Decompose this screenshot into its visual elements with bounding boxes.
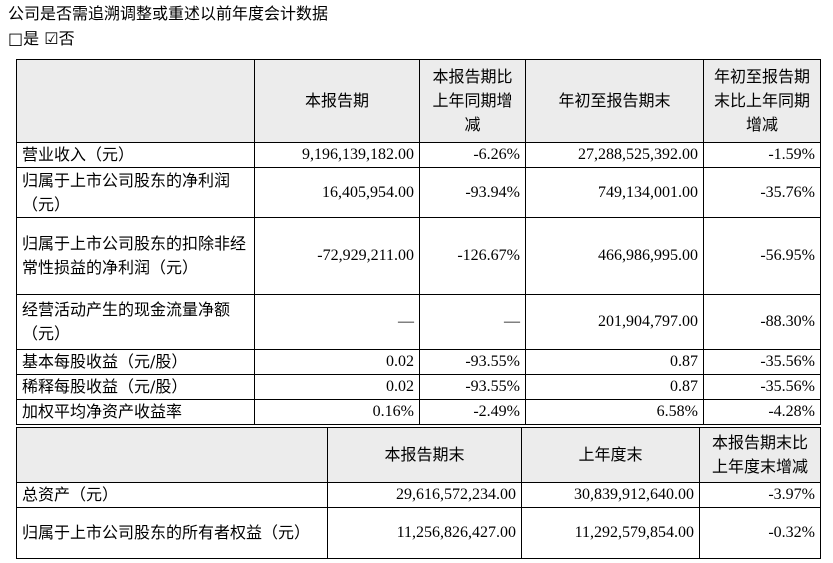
current-change: -93.55% — [419, 374, 526, 400]
current-change: -2.49% — [419, 399, 526, 425]
change-value: -0.32% — [699, 507, 821, 559]
current-value: 16,405,954.00 — [254, 167, 420, 218]
key-financials-table: 本报告期 本报告期比上年同期增减 年初至报告期末 年初至报告期末比上年同期增减 … — [16, 59, 821, 425]
row-label: 经营活动产生的现金流量净额（元） — [16, 294, 255, 350]
current-change: -126.67% — [419, 217, 526, 295]
ytd-value: 201,904,797.00 — [525, 294, 704, 350]
period-end-value: 29,616,572,234.00 — [327, 482, 522, 508]
current-value: — — [254, 294, 420, 350]
no-label: 否 — [58, 29, 75, 48]
current-value: 0.02 — [254, 349, 420, 375]
header-current-period: 本报告期 — [254, 59, 420, 143]
ytd-value: 749,134,001.00 — [525, 167, 704, 218]
table-row: 总资产（元） 29,616,572,234.00 30,839,912,640.… — [16, 482, 821, 508]
section-heading: 公司是否需追溯调整或重述以前年度会计数据 — [8, 4, 329, 23]
header-period-end: 本报告期末 — [327, 427, 522, 483]
yes-label: 是 — [23, 29, 40, 48]
current-value: 0.02 — [254, 374, 420, 400]
ytd-value: 0.87 — [525, 374, 704, 400]
yes-checkbox-icon: □ — [8, 29, 24, 48]
table-row: 基本每股收益（元/股） 0.02 -93.55% 0.87 -35.56% — [16, 349, 821, 375]
header-ytd: 年初至报告期末 — [525, 59, 704, 143]
row-label: 归属于上市公司股东的所有者权益（元） — [16, 507, 328, 559]
table-header-row: 本报告期 本报告期比上年同期增减 年初至报告期末 年初至报告期末比上年同期增减 — [16, 59, 821, 143]
table-row: 归属于上市公司股东的所有者权益（元） 11,256,826,427.00 11,… — [16, 507, 821, 559]
prior-year-end-value: 11,292,579,854.00 — [521, 507, 700, 559]
current-value: 9,196,139,182.00 — [254, 142, 420, 168]
ytd-change: -56.95% — [703, 217, 821, 295]
ytd-value: 27,288,525,392.00 — [525, 142, 704, 168]
ytd-change: -35.76% — [703, 167, 821, 218]
restatement-choice: □是 ☑否 — [8, 28, 75, 50]
balance-table: 本报告期末 上年度末 本报告期末比上年度末增减 总资产（元） 29,616,57… — [16, 427, 821, 559]
no-checkbox-checked-icon: ☑ — [44, 29, 59, 48]
ytd-change: -35.56% — [703, 349, 821, 375]
header-blank-cell — [16, 427, 328, 483]
row-label: 营业收入（元） — [16, 142, 255, 168]
current-change: — — [419, 294, 526, 350]
ytd-change: -88.30% — [703, 294, 821, 350]
current-value: 0.16% — [254, 399, 420, 425]
header-current-change: 本报告期比上年同期增减 — [419, 59, 526, 143]
prior-year-end-value: 30,839,912,640.00 — [521, 482, 700, 508]
row-label: 归属于上市公司股东的净利润（元） — [16, 167, 255, 218]
row-label: 稀释每股收益（元/股） — [16, 374, 255, 400]
header-change: 本报告期末比上年度末增减 — [699, 427, 821, 483]
current-change: -6.26% — [419, 142, 526, 168]
row-label: 总资产（元） — [16, 482, 328, 508]
table-row: 稀释每股收益（元/股） 0.02 -93.55% 0.87 -35.56% — [16, 374, 821, 400]
header-ytd-change: 年初至报告期末比上年同期增减 — [703, 59, 821, 143]
header-blank-cell — [16, 59, 255, 143]
period-end-value: 11,256,826,427.00 — [327, 507, 522, 559]
table-row: 归属于上市公司股东的扣除非经常性损益的净利润（元） -72,929,211.00… — [16, 217, 821, 295]
current-change: -93.94% — [419, 167, 526, 218]
table-row: 归属于上市公司股东的净利润（元） 16,405,954.00 -93.94% 7… — [16, 167, 821, 218]
change-value: -3.97% — [699, 482, 821, 508]
current-value: -72,929,211.00 — [254, 217, 420, 295]
table-row: 加权平均净资产收益率 0.16% -2.49% 6.58% -4.28% — [16, 399, 821, 425]
ytd-value: 6.58% — [525, 399, 704, 425]
ytd-change: -4.28% — [703, 399, 821, 425]
ytd-value: 0.87 — [525, 349, 704, 375]
row-label: 归属于上市公司股东的扣除非经常性损益的净利润（元） — [16, 217, 255, 295]
table-row: 营业收入（元） 9,196,139,182.00 -6.26% 27,288,5… — [16, 142, 821, 168]
table-header-row: 本报告期末 上年度末 本报告期末比上年度末增减 — [16, 427, 821, 483]
header-prior-year-end: 上年度末 — [521, 427, 700, 483]
ytd-change: -1.59% — [703, 142, 821, 168]
row-label: 加权平均净资产收益率 — [16, 399, 255, 425]
table-row: 经营活动产生的现金流量净额（元） — — 201,904,797.00 -88.… — [16, 294, 821, 350]
current-change: -93.55% — [419, 349, 526, 375]
row-label: 基本每股收益（元/股） — [16, 349, 255, 375]
ytd-value: 466,986,995.00 — [525, 217, 704, 295]
ytd-change: -35.56% — [703, 374, 821, 400]
